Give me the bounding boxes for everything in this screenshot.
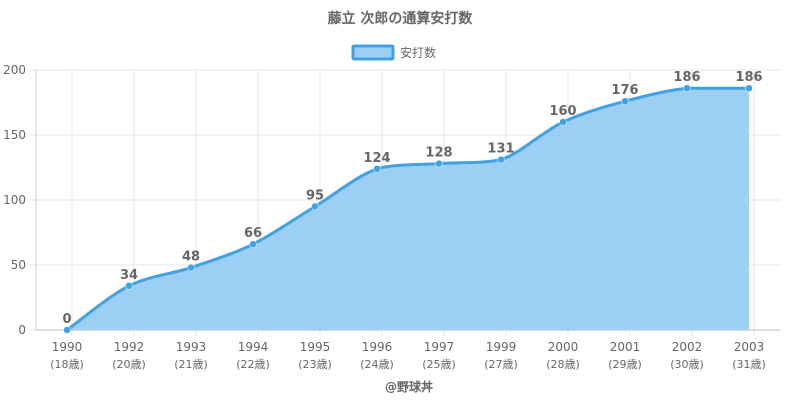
x-tick-sublabel-2000: (28歳) [546, 358, 580, 371]
x-tick-sublabel-1993: (21歳) [174, 358, 208, 371]
y-tick-label-50: 50 [11, 258, 26, 272]
data-label-1996: 124 [363, 151, 390, 166]
data-points [63, 84, 753, 334]
x-tick-label-1997: 1997 [424, 340, 455, 354]
x-tick-label-2002: 2002 [672, 340, 703, 354]
data-point-1990[interactable] [63, 326, 71, 334]
x-tick-label-1996: 1996 [362, 340, 393, 354]
data-labels: 0 34 48 66 95 124 128 131 160 176 186 186 [62, 70, 762, 327]
data-label-1992: 34 [120, 268, 138, 283]
data-point-1993[interactable] [187, 263, 195, 272]
x-tick-label-2001: 2001 [610, 340, 641, 354]
data-label-1997: 128 [425, 146, 452, 161]
x-tick-label-1990: 1990 [52, 340, 83, 354]
plot-area [66, 86, 749, 332]
data-label-1994: 66 [244, 226, 262, 241]
data-point-1994[interactable] [249, 240, 257, 248]
data-point-1992[interactable] [125, 282, 133, 290]
data-point-1995[interactable] [311, 202, 319, 211]
x-tick-label-1995: 1995 [300, 340, 331, 354]
data-point-2001[interactable] [621, 97, 629, 105]
x-tick-label-1992: 1992 [114, 340, 145, 354]
x-tick-label-1999: 1999 [486, 340, 517, 354]
x-tick-sublabel-1996: (24歳) [360, 358, 394, 371]
data-label-1999: 131 [487, 142, 514, 157]
x-tick-sublabel-2001: (29歳) [608, 358, 642, 371]
data-label-1993: 48 [182, 250, 200, 265]
data-label-2002: 186 [673, 70, 700, 85]
y-tick-label-150: 150 [3, 128, 26, 142]
series-area-hits [67, 88, 749, 330]
x-tick-sublabel-1990: (18歳) [50, 358, 84, 371]
data-label-2001: 176 [611, 83, 638, 98]
legend-swatch-hits [351, 44, 395, 61]
data-label-1990: 0 [62, 312, 71, 327]
x-tick-label-2000: 2000 [548, 340, 579, 354]
data-point-2003[interactable] [745, 84, 753, 92]
legend[interactable]: 安打数 [351, 44, 436, 61]
legend-label-hits: 安打数 [400, 45, 436, 60]
x-axis-ticks: 1990 (18歳) 1992 (20歳) 1993 (21歳) 1994 (22歳) 1995… [50, 340, 766, 371]
x-tick-sublabel-1997: (25歳) [422, 358, 456, 371]
y-tick-label-200: 200 [3, 63, 26, 77]
x-tick-label-1994: 1994 [238, 340, 269, 354]
x-tick-sublabel-1995: (23歳) [298, 358, 332, 371]
x-tick-sublabel-1994: (22歳) [236, 358, 270, 371]
x-tick-label-2003: 2003 [734, 340, 765, 354]
y-tick-label-100: 100 [3, 193, 26, 207]
data-point-1999[interactable] [497, 155, 505, 164]
data-point-2002[interactable] [683, 84, 691, 92]
x-tick-sublabel-2003: (31歳) [732, 358, 766, 371]
x-tick-sublabel-1992: (20歳) [112, 358, 146, 371]
y-tick-label-0: 0 [18, 323, 26, 337]
data-point-1997[interactable] [435, 159, 443, 168]
data-point-2000[interactable] [559, 118, 567, 126]
x-tick-label-1993: 1993 [176, 340, 207, 354]
footer-credit: @野球丼 [385, 379, 433, 394]
data-label-2000: 160 [549, 104, 576, 119]
x-tick-sublabel-1999: (27歳) [484, 358, 518, 371]
data-label-2003: 186 [735, 70, 762, 85]
y-axis-ticks: 0 50 100 150 200 [3, 63, 26, 337]
data-point-1996[interactable] [373, 165, 381, 173]
x-tick-sublabel-2002: (30歳) [670, 358, 704, 371]
chart-title: 藤立 次郎の通算安打数 [328, 10, 474, 27]
data-label-1995: 95 [306, 189, 324, 204]
